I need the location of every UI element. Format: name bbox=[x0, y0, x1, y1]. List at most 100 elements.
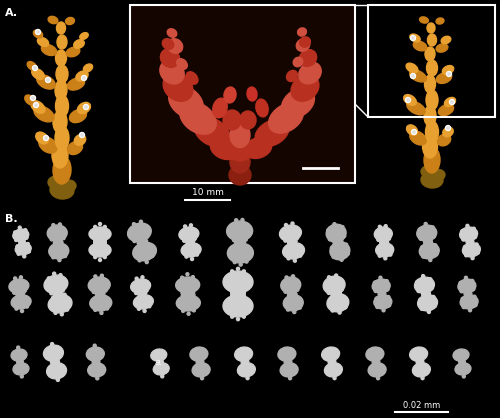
Circle shape bbox=[100, 274, 103, 277]
Ellipse shape bbox=[291, 75, 319, 101]
Ellipse shape bbox=[426, 60, 438, 76]
Ellipse shape bbox=[462, 243, 480, 257]
Circle shape bbox=[14, 277, 16, 280]
Circle shape bbox=[298, 254, 302, 257]
Ellipse shape bbox=[328, 357, 336, 367]
Circle shape bbox=[464, 276, 468, 279]
Circle shape bbox=[56, 378, 59, 381]
Circle shape bbox=[22, 292, 25, 295]
Ellipse shape bbox=[89, 227, 111, 241]
Ellipse shape bbox=[56, 50, 66, 66]
Ellipse shape bbox=[181, 243, 201, 257]
Circle shape bbox=[284, 239, 287, 242]
Ellipse shape bbox=[322, 347, 340, 361]
Circle shape bbox=[94, 361, 98, 364]
Ellipse shape bbox=[410, 34, 420, 42]
Circle shape bbox=[341, 226, 344, 229]
Ellipse shape bbox=[68, 141, 82, 155]
Ellipse shape bbox=[16, 243, 31, 255]
Circle shape bbox=[379, 276, 382, 279]
Ellipse shape bbox=[268, 103, 304, 133]
Circle shape bbox=[464, 254, 468, 257]
Ellipse shape bbox=[425, 47, 435, 61]
Circle shape bbox=[14, 239, 18, 242]
Circle shape bbox=[35, 104, 37, 106]
Ellipse shape bbox=[424, 237, 432, 247]
Ellipse shape bbox=[184, 288, 192, 299]
Ellipse shape bbox=[66, 18, 74, 25]
Circle shape bbox=[331, 293, 334, 296]
Circle shape bbox=[23, 289, 26, 292]
Circle shape bbox=[50, 305, 53, 308]
Circle shape bbox=[67, 300, 70, 303]
Ellipse shape bbox=[160, 60, 184, 84]
Circle shape bbox=[406, 97, 410, 102]
Circle shape bbox=[447, 127, 449, 129]
Circle shape bbox=[196, 253, 198, 256]
Circle shape bbox=[239, 263, 242, 266]
Circle shape bbox=[377, 238, 380, 241]
Ellipse shape bbox=[70, 110, 86, 122]
Circle shape bbox=[144, 291, 146, 295]
Ellipse shape bbox=[438, 104, 454, 116]
Circle shape bbox=[48, 230, 51, 233]
Circle shape bbox=[16, 245, 19, 248]
Ellipse shape bbox=[230, 151, 250, 173]
Circle shape bbox=[26, 242, 30, 245]
Circle shape bbox=[186, 273, 189, 276]
Circle shape bbox=[346, 252, 350, 255]
Ellipse shape bbox=[34, 106, 54, 122]
Circle shape bbox=[85, 106, 87, 108]
Circle shape bbox=[244, 361, 246, 364]
Circle shape bbox=[475, 243, 478, 246]
Circle shape bbox=[246, 276, 249, 279]
Ellipse shape bbox=[300, 50, 316, 66]
Circle shape bbox=[54, 360, 56, 363]
Circle shape bbox=[24, 281, 26, 284]
Circle shape bbox=[462, 297, 464, 300]
Ellipse shape bbox=[130, 279, 150, 293]
Ellipse shape bbox=[13, 229, 28, 241]
Ellipse shape bbox=[247, 87, 257, 101]
Ellipse shape bbox=[455, 363, 471, 375]
Circle shape bbox=[92, 291, 95, 293]
Circle shape bbox=[52, 272, 56, 275]
Circle shape bbox=[294, 259, 296, 262]
Circle shape bbox=[282, 231, 284, 234]
Circle shape bbox=[326, 229, 330, 232]
Circle shape bbox=[18, 361, 22, 364]
Ellipse shape bbox=[417, 225, 436, 241]
Ellipse shape bbox=[168, 38, 182, 54]
Circle shape bbox=[12, 291, 16, 294]
Ellipse shape bbox=[53, 156, 71, 184]
Circle shape bbox=[58, 259, 61, 262]
Ellipse shape bbox=[137, 236, 147, 248]
Circle shape bbox=[290, 293, 294, 296]
Circle shape bbox=[37, 31, 39, 33]
Ellipse shape bbox=[18, 238, 26, 246]
Bar bbox=[130, 5, 355, 183]
Circle shape bbox=[158, 361, 162, 364]
Circle shape bbox=[230, 291, 234, 294]
Circle shape bbox=[104, 289, 107, 292]
Circle shape bbox=[182, 239, 186, 242]
Circle shape bbox=[328, 291, 330, 294]
Circle shape bbox=[446, 71, 452, 76]
Ellipse shape bbox=[424, 147, 440, 173]
Circle shape bbox=[52, 296, 54, 299]
Circle shape bbox=[386, 288, 389, 291]
Circle shape bbox=[390, 246, 392, 249]
Circle shape bbox=[434, 244, 436, 247]
Ellipse shape bbox=[436, 18, 444, 24]
Circle shape bbox=[141, 276, 144, 279]
Circle shape bbox=[54, 311, 57, 314]
Circle shape bbox=[200, 377, 203, 380]
Circle shape bbox=[242, 270, 246, 273]
Circle shape bbox=[388, 304, 390, 307]
Circle shape bbox=[229, 232, 232, 235]
Circle shape bbox=[138, 242, 140, 245]
Ellipse shape bbox=[36, 75, 56, 89]
Ellipse shape bbox=[413, 41, 427, 51]
Circle shape bbox=[413, 131, 415, 133]
Circle shape bbox=[146, 260, 148, 264]
